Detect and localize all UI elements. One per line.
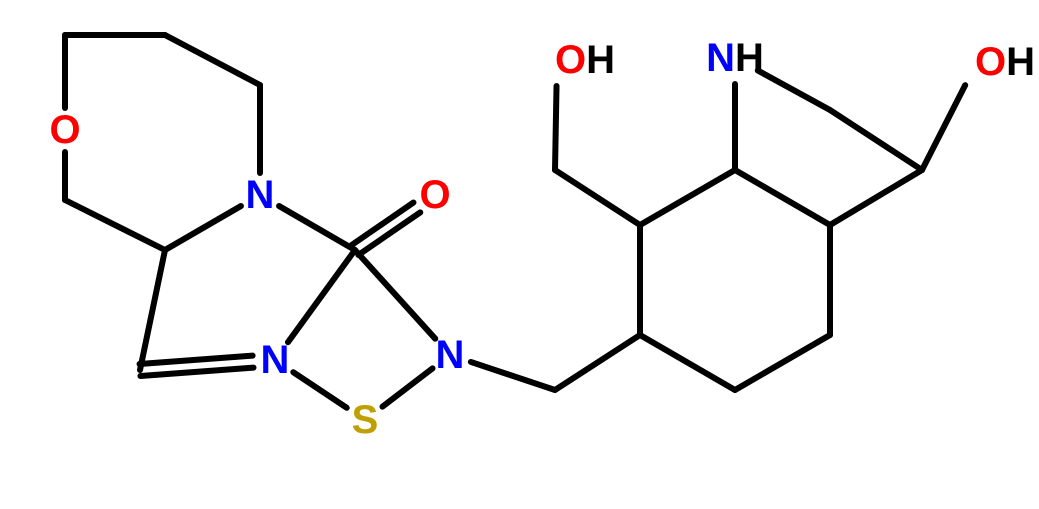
bond — [279, 206, 355, 250]
atom-label-n: N — [261, 338, 290, 382]
bond — [830, 110, 922, 170]
atom-label-n: N — [246, 173, 275, 217]
bond — [471, 362, 555, 390]
bond — [140, 368, 253, 376]
atom-label-s: S — [352, 398, 379, 442]
atom-label-n: N — [436, 333, 465, 377]
bond — [922, 85, 965, 170]
bond — [355, 250, 435, 339]
bond — [165, 35, 260, 85]
bond — [830, 170, 922, 225]
atom-label-n: NH — [706, 36, 764, 80]
bond — [640, 170, 735, 225]
atom-label-o: OH — [555, 38, 615, 82]
bond — [140, 250, 165, 370]
bond — [288, 250, 355, 342]
bond — [555, 335, 640, 390]
bond — [65, 200, 165, 250]
bond — [382, 368, 432, 406]
atom-label-o: O — [419, 173, 450, 217]
molecule-diagram: O N O N S N OH NH OH — [0, 0, 1039, 509]
bond — [758, 70, 830, 110]
bond — [735, 335, 830, 390]
bond — [140, 356, 253, 364]
bond — [555, 86, 557, 170]
bond — [555, 170, 640, 225]
atom-label-o: OH — [975, 40, 1035, 84]
bond — [640, 335, 735, 390]
bond — [165, 206, 241, 250]
atom-label-o: O — [49, 108, 80, 152]
bond — [735, 170, 830, 225]
bond — [293, 372, 346, 408]
